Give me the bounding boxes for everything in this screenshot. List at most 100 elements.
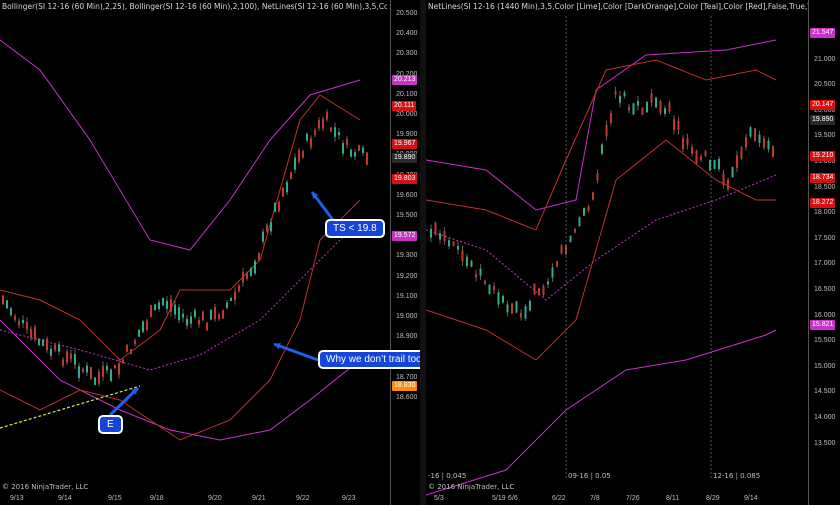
chart-panel-60min[interactable]: Bollinger(SI 12-16 (60 Min),2,25), Bolli… — [0, 0, 420, 505]
price-tick-label: 20.300 — [396, 50, 418, 58]
candle — [58, 344, 60, 352]
candle — [763, 138, 765, 148]
candle — [122, 359, 124, 363]
price-tick-label: 19.000 — [396, 313, 418, 320]
candle — [286, 181, 288, 193]
candle — [18, 320, 20, 326]
candle — [718, 158, 720, 170]
candle — [601, 144, 603, 154]
candle — [475, 274, 477, 278]
price-plot-60min[interactable] — [0, 0, 420, 505]
candle — [218, 314, 220, 320]
price-tick-label: 13.500 — [814, 439, 836, 447]
candle — [664, 108, 666, 114]
candle — [302, 150, 304, 158]
bollinger-outer-lower — [0, 319, 361, 441]
candle — [210, 309, 212, 320]
candle — [596, 173, 599, 180]
price-tick-label: 20.000 — [814, 106, 836, 114]
price-badge: 19.890 — [392, 153, 418, 163]
candle — [354, 152, 356, 157]
candle — [736, 155, 738, 168]
candle — [142, 321, 144, 332]
candle — [338, 132, 340, 136]
candle — [727, 179, 729, 190]
candle — [511, 303, 513, 314]
candle — [166, 300, 168, 309]
price-tick-label: 21.000 — [814, 55, 836, 63]
price-tick-label: 19.500 — [814, 132, 836, 140]
candle — [497, 292, 500, 305]
chart-panel-daily[interactable]: NetLines(SI 12-16 (1440 Min),3,5,Color [… — [426, 0, 840, 505]
candle — [659, 101, 662, 114]
candle — [731, 167, 734, 178]
candle — [641, 107, 644, 115]
price-tick-label: 19.200 — [396, 272, 418, 280]
price-axis-daily[interactable] — [808, 0, 809, 505]
candle — [126, 344, 128, 352]
candle — [745, 136, 747, 148]
price-tick-label: 18.500 — [814, 183, 836, 191]
panel-divider[interactable] — [420, 0, 426, 505]
candle — [547, 281, 549, 285]
candle — [146, 320, 148, 330]
candle — [677, 120, 680, 131]
bollinger-outer-upper — [0, 39, 361, 251]
candle — [198, 319, 200, 325]
candle — [556, 261, 558, 267]
candle — [650, 93, 653, 103]
candle — [691, 146, 693, 154]
candle — [646, 101, 648, 113]
price-badge: 18.830 — [392, 381, 418, 391]
date-tick-label: 6/22 — [552, 495, 566, 502]
date-tick-label: 7/26 — [626, 495, 640, 502]
candle — [551, 267, 554, 278]
candle — [162, 298, 164, 306]
price-tick-label: 17.500 — [814, 234, 836, 242]
candle — [54, 344, 56, 351]
price-plot-daily[interactable] — [426, 0, 840, 505]
bollinger-outer-upper — [426, 39, 777, 211]
candle — [258, 252, 260, 260]
candle — [118, 363, 120, 375]
price-tick-label: 20.500 — [396, 10, 418, 17]
callout-arrow — [108, 386, 140, 417]
candle — [366, 152, 368, 165]
session-label: 12-16 | 0.085 — [713, 472, 761, 480]
candle — [94, 377, 96, 385]
session-label: -16 | 0.045 — [428, 472, 467, 480]
price-badge: 19.967 — [392, 139, 418, 149]
price-tick-label: 20.500 — [814, 81, 836, 89]
candle — [700, 156, 702, 160]
candle — [439, 233, 441, 240]
price-tick-label: 16.500 — [814, 286, 836, 293]
candle — [506, 304, 509, 313]
date-tick-label: 8/11 — [666, 495, 680, 502]
date-tick-label: 9/21 — [252, 495, 266, 502]
candle — [174, 304, 176, 315]
price-tick-label: 17.000 — [814, 260, 836, 268]
price-tick-label: 15.000 — [814, 362, 836, 370]
candle — [70, 353, 72, 359]
candle — [90, 366, 92, 380]
candle — [502, 295, 504, 303]
candle — [350, 149, 352, 157]
candle — [610, 113, 612, 123]
candle — [334, 127, 336, 137]
price-axis-60min[interactable] — [390, 0, 391, 505]
bollinger-inner-upper — [0, 94, 361, 361]
candle — [106, 365, 108, 371]
candle — [362, 147, 364, 154]
callout-arrowhead — [274, 342, 281, 350]
candle — [266, 224, 268, 232]
bollinger-inner-lower — [0, 199, 361, 441]
candle — [238, 285, 240, 291]
date-tick-label: 7/8 — [590, 495, 600, 502]
candle — [529, 300, 531, 311]
candle — [655, 97, 657, 108]
candle — [290, 172, 292, 179]
candle — [623, 92, 626, 96]
candle — [274, 202, 276, 212]
candle — [10, 308, 12, 316]
candle — [234, 291, 236, 301]
